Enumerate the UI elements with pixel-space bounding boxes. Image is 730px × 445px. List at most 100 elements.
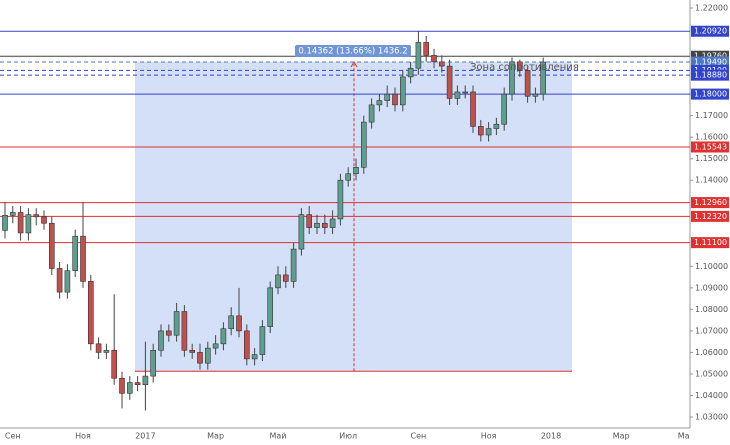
y-tick-label: 1.14000: [695, 176, 728, 185]
candle-body: [236, 315, 242, 332]
level-label: 1.18880: [694, 71, 727, 80]
candle-body: [353, 166, 359, 175]
level-label-box: [691, 69, 729, 81]
candle-body: [368, 104, 375, 123]
candle-body: [142, 375, 149, 386]
candle-body: [509, 61, 515, 95]
level-label: 1.15543: [694, 142, 727, 151]
candle-body: [56, 268, 63, 293]
candle-body: [197, 352, 203, 364]
candle-body: [345, 173, 352, 181]
candle-body: [493, 123, 500, 129]
candle-body: [524, 70, 531, 97]
candle-body: [134, 382, 141, 386]
candle-body: [41, 216, 47, 224]
candle-body: [532, 93, 539, 97]
x-tick-label: Сен: [411, 432, 427, 441]
candle-body: [337, 179, 344, 220]
candle-body: [438, 61, 445, 67]
y-tick-label: 1.17000: [695, 111, 728, 120]
candle-body: [407, 67, 414, 78]
candle-body: [462, 91, 469, 94]
y-tick-label: 1.03000: [695, 413, 728, 422]
x-tick-label: 2017: [135, 432, 155, 441]
candle-body: [95, 343, 102, 353]
level-label: 1.20920: [694, 27, 727, 36]
candle-body: [181, 311, 188, 351]
candle-body: [485, 128, 492, 136]
candle-body: [540, 61, 547, 95]
candle-body: [431, 55, 437, 63]
candle-body: [392, 93, 398, 106]
candle-body: [290, 248, 297, 282]
level-label-box: [691, 25, 729, 37]
x-tick-label: Мар: [207, 432, 224, 441]
x-tick-label: Сен: [5, 432, 21, 441]
annotation: Зона сопротивления: [470, 62, 579, 73]
y-tick-label: 1.08000: [695, 305, 728, 314]
candle-body: [329, 218, 336, 228]
level-label: 1.12960: [694, 198, 727, 207]
y-tick-label: 1.22000: [695, 4, 728, 13]
candle-body: [314, 222, 320, 228]
candle-body: [251, 354, 258, 360]
candle-body: [166, 330, 172, 336]
x-tick-label: Июл: [339, 432, 357, 441]
measure-label-box: [295, 45, 411, 58]
level-label: 1.18000: [694, 90, 727, 99]
measure-label-text: 0.14362 (13.66%) 1436.2: [298, 47, 407, 57]
measure-label: 0.14362 (13.66%) 1436.2: [295, 45, 411, 58]
candle-body: [10, 212, 16, 216]
y-tick-label: 1.04000: [695, 391, 728, 400]
candle-body: [103, 349, 110, 353]
candle-body: [119, 377, 125, 394]
level-label: 1.19760: [694, 52, 727, 61]
level-label: 1.12320: [694, 212, 727, 221]
candle-body: [399, 76, 406, 106]
level-label-box: [691, 197, 729, 209]
candle-body: [282, 274, 289, 282]
candle-body: [321, 222, 328, 228]
candle-body: [306, 214, 313, 228]
y-tick-label: 1.05000: [695, 369, 728, 378]
x-tick-label: Ноя: [481, 432, 497, 441]
candle-body: [173, 311, 180, 336]
x-tick-label: 2018: [541, 432, 561, 441]
level-label: 1.19490: [694, 58, 727, 67]
candle-body: [516, 61, 523, 71]
y-tick-label: 1.15000: [695, 154, 728, 163]
candle-body: [477, 126, 484, 136]
candle-body: [267, 287, 274, 327]
x-tick-label: Мар: [613, 432, 630, 441]
candle-body: [275, 274, 281, 289]
y-tick-label: 1.07000: [695, 326, 728, 335]
candle-body: [33, 214, 40, 218]
x-tick-label: Ма: [678, 432, 690, 441]
candle-body: [360, 121, 367, 168]
level-label-box: [691, 141, 729, 153]
candle-body: [259, 326, 266, 355]
candle-body: [64, 270, 71, 293]
candle-body: [25, 214, 32, 234]
candle-body: [454, 91, 461, 99]
x-tick-label: Май: [269, 432, 286, 441]
y-tick-label: 1.06000: [695, 348, 728, 357]
candle-body: [150, 349, 156, 377]
candle-body: [127, 382, 133, 394]
candle-body: [189, 349, 195, 353]
level-label: 1.11100: [694, 238, 727, 247]
candle-body: [470, 91, 476, 127]
candle-body: [158, 330, 164, 351]
candle-body: [72, 235, 78, 271]
candle-body: [17, 212, 24, 234]
x-tick-label: Ноя: [75, 432, 91, 441]
candle-body: [228, 315, 234, 330]
candle-body: [48, 222, 55, 269]
candle-body: [423, 42, 430, 56]
level-label-box: [691, 210, 729, 222]
candle-body: [376, 100, 383, 106]
candle-body: [220, 328, 227, 345]
candle-body: [446, 65, 453, 99]
candle-body: [205, 347, 211, 364]
